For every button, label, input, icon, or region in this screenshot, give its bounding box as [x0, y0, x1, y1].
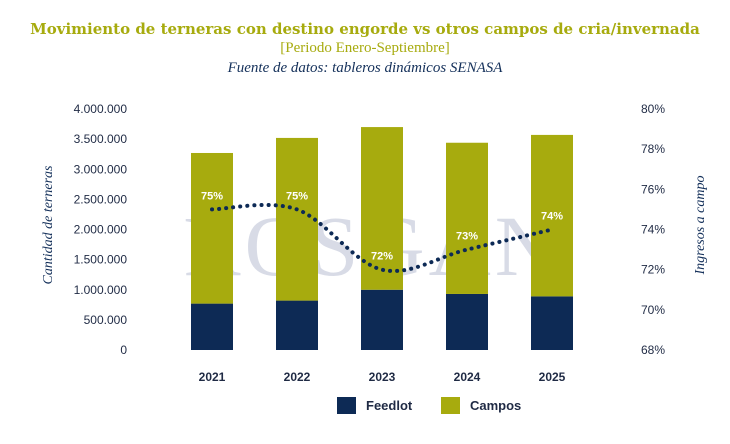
data-label-2022: 75%: [286, 190, 308, 202]
bar-feedlot-2024: [446, 293, 488, 350]
y-tick-label: 0: [120, 343, 127, 357]
legend-label-feedlot: Feedlot: [366, 398, 413, 413]
y2-tick-label: 72%: [641, 263, 665, 277]
bar-campos-2024: [446, 142, 488, 294]
x-tick-label: 2024: [454, 370, 481, 384]
y-tick-label: 2.500.000: [74, 192, 128, 206]
bar-campos-2025: [531, 134, 573, 297]
chart-source: Fuente de datos: tableros dinámicos SENA…: [227, 60, 503, 76]
bar-feedlot-2023: [361, 289, 403, 350]
legend-item-feedlot: Feedlot: [337, 397, 412, 414]
bar-feedlot-2025: [531, 296, 573, 350]
x-tick-label: 2023: [369, 370, 396, 384]
y2-axis-label: Ingresos a campo: [693, 175, 708, 275]
bar-feedlot-2022: [276, 300, 318, 350]
x-tick-label: 2025: [539, 370, 566, 384]
line-ingresos-a-campo: [210, 202, 554, 273]
x-tick-label: 2022: [284, 370, 311, 384]
chart-title: Movimiento de terneras con destino engor…: [30, 20, 700, 38]
y-axis-label: Cantidad de terneras: [41, 165, 56, 285]
y-tick-label: 500.000: [84, 313, 128, 327]
data-label-2025: 74%: [541, 211, 563, 223]
y2-tick-label: 70%: [641, 303, 665, 317]
y2-tick-label: 74%: [641, 223, 665, 237]
y-tick-label: 3.000.000: [74, 162, 128, 176]
y2-tick-label: 80%: [641, 102, 665, 116]
bar-campos-2023: [361, 127, 403, 290]
data-label-2024: 73%: [456, 231, 478, 243]
y2-tick-label: 78%: [641, 142, 665, 156]
y-tick-label: 4.000.000: [74, 102, 128, 116]
x-tick-label: 2021: [199, 370, 226, 384]
legend-label-campos: Campos: [470, 398, 522, 413]
legend-swatch-feedlot: [337, 397, 356, 414]
y-tick-label: 1.500.000: [74, 253, 128, 267]
legend-swatch-campos: [441, 397, 460, 414]
chart-subtitle: [Periodo Enero-Septiembre]: [280, 40, 450, 56]
data-label-2023: 72%: [371, 251, 393, 263]
y-tick-label: 2.000.000: [74, 223, 128, 237]
y-tick-label: 3.500.000: [74, 132, 128, 146]
legend-item-campos: Campos: [441, 397, 521, 414]
y2-tick-label: 76%: [641, 182, 665, 196]
bar-campos-2022: [276, 137, 318, 301]
y2-tick-label: 68%: [641, 343, 665, 357]
data-label-2021: 75%: [201, 190, 223, 202]
y-tick-label: 1.000.000: [74, 283, 128, 297]
bar-feedlot-2021: [191, 303, 233, 350]
bar-campos-2021: [191, 152, 233, 304]
